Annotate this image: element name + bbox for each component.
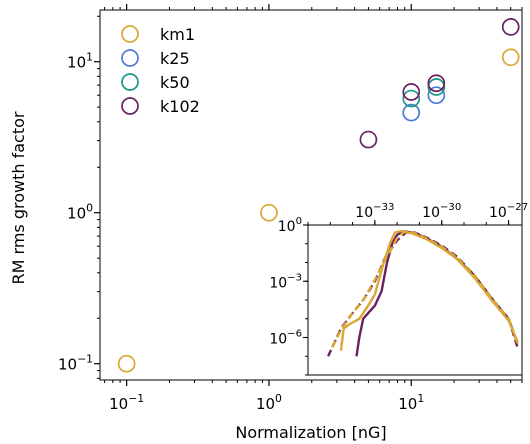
scatter-point-k50	[402, 89, 421, 108]
inset-y-tick-label: 10−3	[269, 272, 302, 291]
legend-marker-k25	[121, 49, 139, 67]
y-tick-label: 10−1	[58, 353, 93, 374]
inset-axis-tick-labels: 10−33 10−30 10−27 100 10−3 10−6	[269, 202, 528, 348]
inset-y-tick-label: 100	[278, 216, 302, 235]
scatter-point-k25	[427, 86, 446, 105]
y-axis-label: RM rms growth factor	[9, 111, 28, 284]
inset-y-tick-label: 10−6	[269, 329, 302, 348]
scatter-point-km1	[260, 203, 278, 222]
scatter-point-km1	[501, 48, 520, 67]
main-axis-tick-labels: 10−1 100 101 10−1 100 101	[58, 51, 424, 413]
legend-marker-k50	[121, 73, 139, 91]
legend: km1 k25 k50 k102	[121, 25, 200, 116]
scatter-point-km1	[117, 354, 136, 373]
legend-marker-k102	[121, 97, 139, 115]
inset-x-tick-label: 10−27	[489, 202, 528, 221]
scatter-point-k102	[501, 18, 520, 36]
scatter-point-k102	[427, 74, 446, 93]
inset-curve-dashed	[331, 230, 519, 348]
inset-curves	[327, 229, 519, 357]
scatter-point-k102	[359, 130, 378, 149]
legend-label-k25: k25	[160, 49, 190, 68]
x-tick-label: 100	[256, 392, 282, 413]
legend-label-k50: k50	[160, 73, 190, 92]
main-plot-frame	[99, 9, 523, 381]
legend-label-km1: km1	[160, 25, 195, 44]
y-tick-label: 100	[67, 202, 93, 223]
legend-marker-km1	[121, 25, 139, 43]
inset-background	[308, 225, 522, 375]
inset-x-tick-label: 10−30	[422, 202, 461, 221]
inset-curve-solid	[339, 229, 519, 351]
inset-x-tick-label: 10−33	[355, 202, 394, 221]
inset-plot: 10−33 10−30 10−27 100 10−3 10−6	[269, 202, 528, 376]
y-tick-label: 101	[67, 51, 93, 72]
scatter-points	[117, 18, 520, 373]
x-tick-label: 10−1	[109, 392, 144, 413]
inset-frame	[307, 224, 523, 376]
scatter-point-k102	[402, 83, 421, 101]
scatter-point-k25	[402, 103, 421, 122]
x-axis-label: Normalization [nG]	[235, 423, 386, 442]
x-tick-label: 101	[398, 392, 424, 413]
legend-label-k102: k102	[160, 97, 200, 116]
